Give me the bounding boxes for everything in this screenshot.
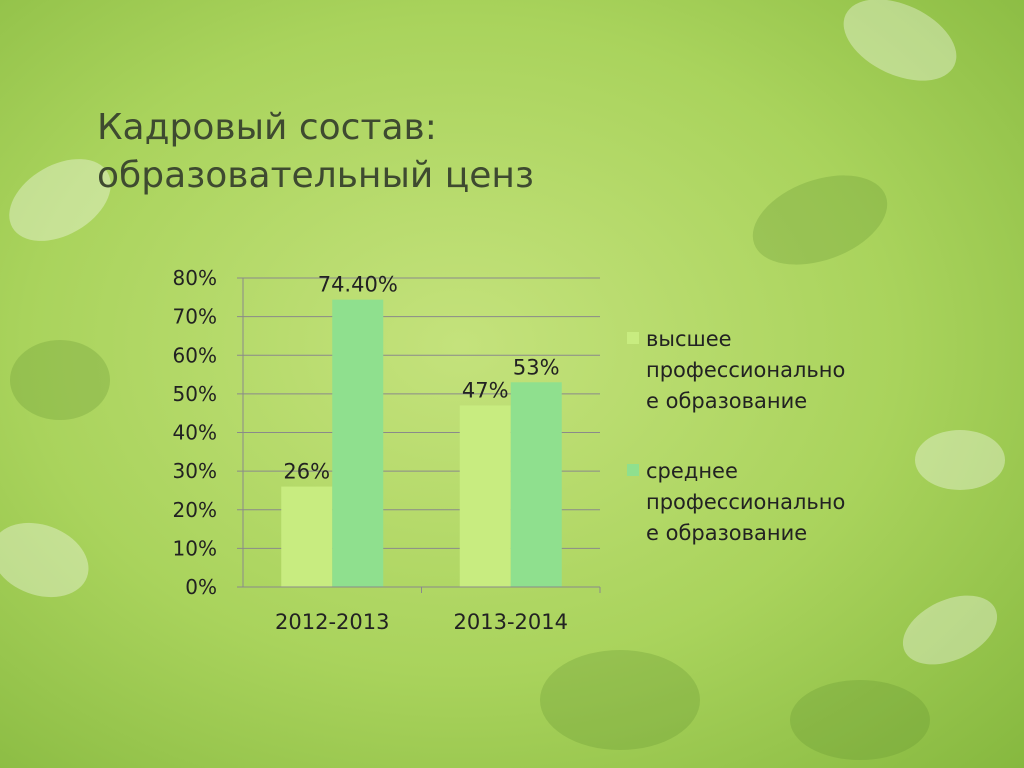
legend-marker bbox=[627, 332, 639, 344]
x-tick-label: 2012-2013 bbox=[275, 610, 389, 634]
data-label: 47% bbox=[462, 378, 509, 402]
x-tick-label: 2013-2014 bbox=[454, 610, 568, 634]
bar bbox=[332, 299, 384, 587]
y-tick-label: 30% bbox=[173, 459, 217, 483]
data-label: 26% bbox=[283, 460, 330, 484]
y-tick-label: 0% bbox=[185, 575, 217, 599]
bar bbox=[459, 405, 511, 587]
bar bbox=[281, 486, 333, 587]
y-tick-label: 20% bbox=[173, 498, 217, 522]
decoration bbox=[10, 175, 930, 760]
y-tick-label: 10% bbox=[173, 536, 217, 560]
y-tick-label: 80% bbox=[173, 266, 217, 290]
legend-label: среднее профессиональное образование bbox=[646, 459, 846, 545]
y-tick-label: 60% bbox=[173, 343, 217, 367]
legend-label: высшее профессиональное образование bbox=[646, 327, 846, 413]
bar bbox=[510, 382, 562, 587]
y-tick-label: 50% bbox=[173, 382, 217, 406]
y-tick-label: 40% bbox=[173, 421, 217, 445]
legend-marker bbox=[627, 464, 639, 476]
data-label: 53% bbox=[513, 355, 560, 379]
data-label: 74.40% bbox=[318, 273, 398, 297]
y-tick-label: 70% bbox=[173, 305, 217, 329]
chart-title: Кадровый состав: образовательный ценз bbox=[97, 107, 535, 196]
